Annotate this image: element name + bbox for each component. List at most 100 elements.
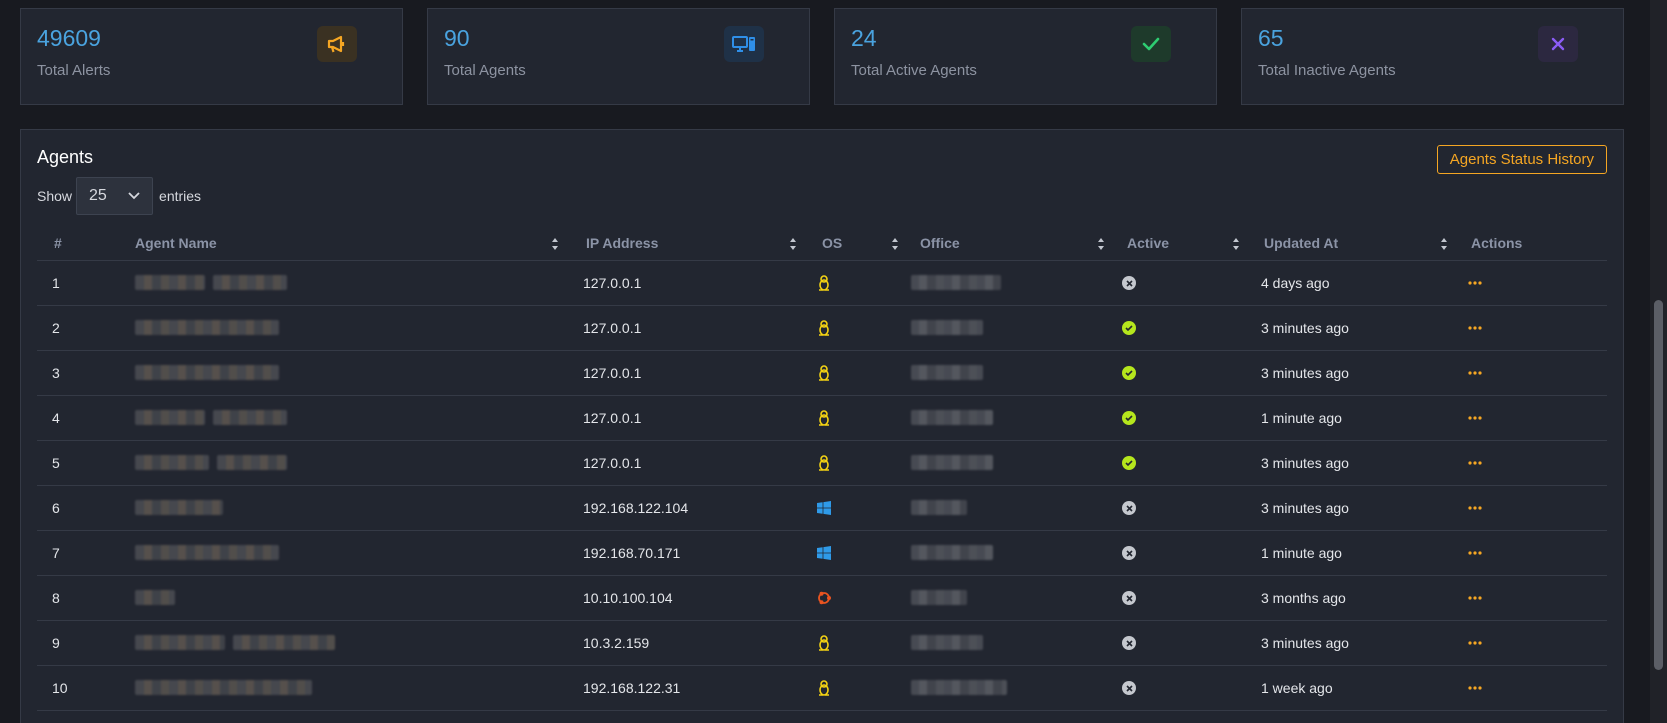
windows-icon (816, 499, 832, 517)
redacted-office (911, 590, 967, 605)
megaphone-icon (317, 26, 357, 62)
agents-table: # Agent Name IP Address OS Office Active… (37, 226, 1607, 711)
linux-icon (816, 454, 832, 472)
agents-status-history-button[interactable]: Agents Status History (1436, 145, 1607, 174)
more-actions-icon[interactable] (1468, 456, 1482, 470)
redacted-office (911, 680, 1007, 695)
more-actions-icon[interactable] (1468, 321, 1482, 335)
row-number: 2 (52, 320, 60, 336)
stats-row: 49609 Total Alerts 90 Total Agents 24 To… (20, 8, 1624, 105)
updated-at: 1 minute ago (1261, 545, 1342, 561)
more-actions-icon[interactable] (1468, 546, 1482, 560)
stat-label: Total Alerts (37, 62, 111, 79)
active-check-icon (1122, 456, 1136, 470)
ip-address: 127.0.0.1 (583, 455, 642, 471)
sort-icon[interactable] (891, 237, 899, 251)
row-number: 10 (52, 680, 68, 696)
table-header: # Agent Name IP Address OS Office Active… (37, 226, 1607, 261)
table-body: 1 127.0.0.1 4 days ago 2 127.0.0.1 3 minutes … (37, 261, 1607, 711)
column-header-active[interactable]: Active (1127, 235, 1170, 251)
stat-card-total-agents: 90 Total Agents (427, 8, 810, 105)
more-actions-icon[interactable] (1468, 636, 1482, 650)
redacted-agent-name (135, 590, 175, 605)
column-header-os[interactable]: OS (822, 235, 843, 251)
ip-address: 192.168.122.31 (583, 680, 681, 696)
sort-icon[interactable] (1232, 237, 1240, 251)
stat-value: 49609 (37, 25, 101, 51)
updated-at: 1 week ago (1261, 680, 1333, 696)
sort-icon[interactable] (1097, 237, 1105, 251)
redacted-agent-name (135, 410, 205, 425)
scrollbar-thumb[interactable] (1654, 300, 1663, 670)
stat-value: 90 (444, 25, 470, 51)
entries-select[interactable]: 25 (76, 177, 154, 215)
entries-control: Show 25 entries (37, 177, 201, 215)
redacted-agent-name (135, 680, 312, 695)
updated-at: 3 minutes ago (1261, 500, 1349, 516)
redacted-office (911, 410, 993, 425)
table-row[interactable]: 8 10.10.100.104 3 months ago (37, 576, 1607, 621)
ip-address: 10.3.2.159 (583, 635, 650, 651)
linux-icon (816, 634, 832, 652)
inactive-x-icon (1122, 636, 1136, 650)
column-header-ip-address[interactable]: IP Address (586, 235, 659, 251)
column-header-office[interactable]: Office (920, 235, 960, 251)
redacted-office (911, 635, 983, 650)
ip-address: 10.10.100.104 (583, 590, 673, 606)
active-check-icon (1122, 321, 1136, 335)
inactive-x-icon (1122, 501, 1136, 515)
ip-address: 127.0.0.1 (583, 320, 642, 336)
close-x-icon (1538, 26, 1578, 62)
sort-icon[interactable] (1440, 237, 1448, 251)
table-row[interactable]: 10 192.168.122.31 1 week ago (37, 666, 1607, 711)
windows-icon (816, 544, 832, 562)
ip-address: 127.0.0.1 (583, 365, 642, 381)
entries-label: entries (159, 188, 202, 204)
table-row[interactable]: 6 192.168.122.104 3 minutes ago (37, 486, 1607, 531)
table-row[interactable]: 5 127.0.0.1 3 minutes ago (37, 441, 1607, 486)
redacted-agent-name (135, 500, 223, 515)
inactive-x-icon (1122, 546, 1136, 560)
more-actions-icon[interactable] (1468, 591, 1482, 605)
column-header-number[interactable]: # (54, 235, 62, 251)
linux-icon (816, 679, 832, 697)
updated-at: 1 minute ago (1261, 410, 1342, 426)
entries-value: 25 (89, 187, 107, 204)
inactive-x-icon (1122, 591, 1136, 605)
redacted-office (911, 455, 993, 470)
scrollbar[interactable] (1650, 0, 1667, 723)
row-number: 3 (52, 365, 60, 381)
ip-address: 127.0.0.1 (583, 275, 642, 291)
agents-panel: Agents Agents Status History Show 25 ent… (20, 129, 1624, 723)
stat-card-total-active-agents: 24 Total Active Agents (834, 8, 1217, 105)
table-row[interactable]: 7 192.168.70.171 1 minute ago (37, 531, 1607, 576)
table-row[interactable]: 4 127.0.0.1 1 minute ago (37, 396, 1607, 441)
redacted-office (911, 275, 1001, 290)
more-actions-icon[interactable] (1468, 501, 1482, 515)
stat-value: 24 (851, 25, 877, 51)
linux-icon (816, 274, 832, 292)
more-actions-icon[interactable] (1468, 276, 1482, 290)
sort-icon[interactable] (789, 237, 797, 251)
linux-icon (816, 364, 832, 382)
row-number: 9 (52, 635, 60, 651)
updated-at: 3 minutes ago (1261, 365, 1349, 381)
redacted-agent-name (233, 635, 335, 650)
table-row[interactable]: 1 127.0.0.1 4 days ago (37, 261, 1607, 306)
more-actions-icon[interactable] (1468, 366, 1482, 380)
redacted-agent-name (135, 545, 279, 560)
redacted-agent-name (135, 365, 279, 380)
more-actions-icon[interactable] (1468, 681, 1482, 695)
column-header-agent-name[interactable]: Agent Name (135, 235, 217, 251)
redacted-office (911, 500, 967, 515)
table-row[interactable]: 2 127.0.0.1 3 minutes ago (37, 306, 1607, 351)
table-row[interactable]: 3 127.0.0.1 3 minutes ago (37, 351, 1607, 396)
sort-icon[interactable] (551, 237, 559, 251)
redacted-agent-name (213, 275, 287, 290)
stat-value: 65 (1258, 25, 1284, 51)
redacted-agent-name (213, 410, 287, 425)
stat-label: Total Agents (444, 62, 526, 79)
table-row[interactable]: 9 10.3.2.159 3 minutes ago (37, 621, 1607, 666)
column-header-updated-at[interactable]: Updated At (1264, 235, 1339, 251)
more-actions-icon[interactable] (1468, 411, 1482, 425)
